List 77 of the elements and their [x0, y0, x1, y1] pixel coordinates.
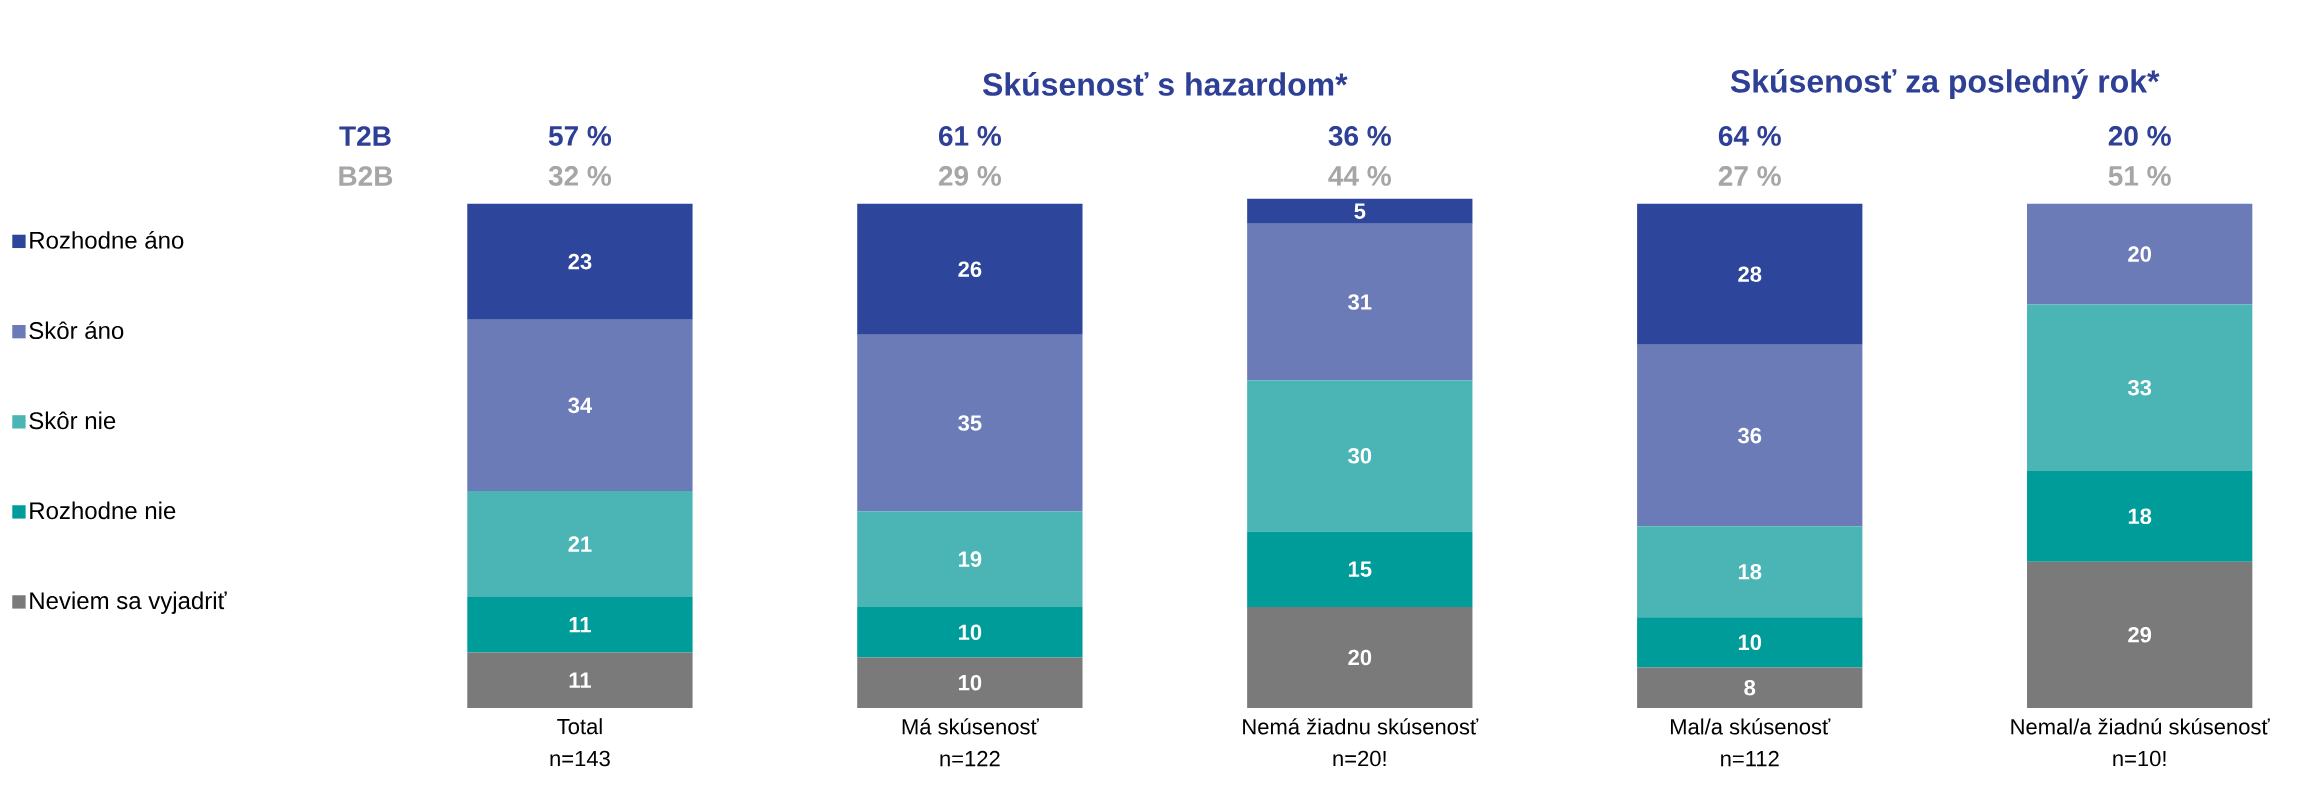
bar	[1637, 203, 1863, 345]
data-label: 10	[959, 674, 982, 691]
data-label: 8	[1744, 679, 1756, 696]
text: B2B	[339, 166, 393, 186]
bar	[467, 491, 693, 598]
data-label: 20	[1348, 649, 1372, 666]
bar	[857, 657, 1083, 708]
bar	[1247, 607, 1473, 708]
bar	[857, 203, 1083, 335]
bar	[1637, 667, 1863, 708]
text: 64 %	[1718, 126, 1781, 146]
text: T2B	[339, 126, 391, 146]
bar	[1247, 223, 1473, 381]
x-tick-label: Nemá žiadnu skúsenosť	[1243, 718, 1479, 735]
text: n=20!	[1333, 750, 1386, 767]
data-label: 26	[958, 261, 982, 278]
text: 61 %	[938, 126, 1001, 146]
data-label: 29	[2128, 627, 2152, 643]
text: 36 %	[1328, 126, 1391, 146]
text: 32 %	[548, 166, 612, 186]
text: 29 %	[938, 166, 1001, 186]
data-label: 21	[568, 536, 592, 552]
bar	[2027, 304, 2253, 471]
bar	[857, 511, 1083, 608]
bar	[857, 607, 1083, 658]
text: n=10!	[2113, 750, 2166, 767]
x-tick-label: Má skúsenosť	[902, 718, 1039, 735]
text: 51 %	[2108, 166, 2171, 186]
data-label: 18	[1738, 564, 1762, 580]
data-label: 30	[1348, 448, 1372, 464]
bar	[1247, 380, 1473, 532]
bar	[2027, 470, 2253, 562]
bar	[1637, 344, 1863, 527]
text: n=112	[1721, 750, 1779, 767]
bar	[467, 319, 693, 492]
text: Skúsenosť s hazardom*	[982, 72, 1348, 96]
bar	[1247, 198, 1473, 224]
data-label: 10	[959, 624, 982, 641]
text: 20 %	[2108, 126, 2171, 146]
data-label: 28	[1738, 266, 1762, 283]
text: Skúsenosť za posledný rok*	[1730, 69, 2160, 100]
x-tick-label: Total	[557, 718, 602, 735]
bar	[1637, 526, 1863, 618]
x-tick-label: Mal/a skúsenosť	[1671, 718, 1831, 735]
legend-label: Skôr áno	[29, 321, 124, 340]
data-label: 5	[1354, 203, 1366, 219]
data-label: 11	[569, 672, 591, 688]
data-label: 10	[1738, 634, 1762, 651]
bar	[467, 203, 693, 320]
legend-label: Rozhodne áno	[30, 230, 184, 249]
bar	[1247, 531, 1473, 608]
data-label: 23	[568, 253, 592, 270]
data-label: 15	[1348, 561, 1372, 577]
data-label: 35	[958, 415, 982, 431]
bar	[857, 334, 1083, 512]
data-label: 11	[569, 617, 591, 633]
data-label: 19	[959, 551, 982, 567]
x-tick-label: Nemal/a žiadnú skúsenosť	[2011, 718, 2270, 735]
text: 57 %	[548, 126, 612, 146]
text: 27 %	[1718, 166, 1781, 186]
bar	[1637, 617, 1863, 668]
bar	[467, 652, 693, 708]
data-label: 20	[2128, 246, 2152, 262]
legend-label: Skôr nie	[29, 411, 116, 430]
data-label: 34	[568, 397, 593, 414]
text: n=122	[940, 750, 1000, 767]
text: 44 %	[1328, 166, 1391, 186]
bar	[467, 597, 693, 653]
text: n=143	[550, 750, 610, 767]
legend-label: Neviem sa vyjadriť	[30, 591, 227, 615]
bar	[2027, 203, 2253, 305]
bar	[2027, 561, 2253, 708]
data-label: 36	[1738, 427, 1762, 444]
legend-label: Rozhodne nie	[30, 501, 176, 520]
data-label: 33	[2127, 379, 2152, 396]
data-label: 31	[1348, 294, 1372, 310]
data-label: 18	[2128, 508, 2152, 525]
